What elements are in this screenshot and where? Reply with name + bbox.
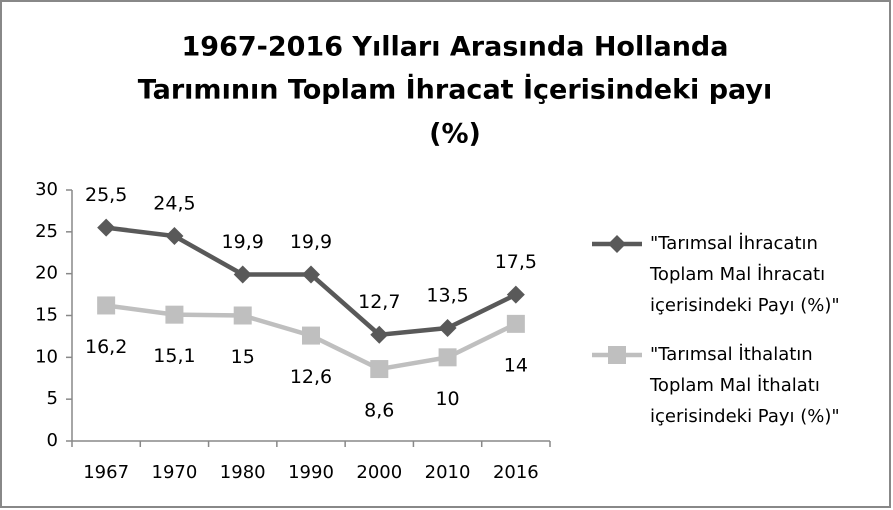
- y-tick-label: 20: [35, 263, 58, 284]
- y-tick-label: 0: [47, 430, 58, 451]
- data-label: 19,9: [222, 231, 264, 253]
- y-tick-label: 15: [35, 305, 58, 326]
- data-point: [506, 285, 525, 304]
- data-label: 16,2: [85, 336, 127, 358]
- legend-marker: [608, 346, 626, 364]
- data-label: 19,9: [290, 231, 332, 253]
- data-point: [370, 360, 389, 379]
- y-tick-label: 5: [47, 388, 58, 409]
- data-point: [233, 265, 252, 284]
- chart-title: 1967-2016 Yılları Arasında Hollanda: [182, 32, 729, 63]
- data-label: 24,5: [153, 193, 195, 215]
- y-tick-label: 30: [35, 179, 58, 200]
- data-label: 8,6: [364, 400, 394, 422]
- data-point: [97, 296, 116, 315]
- data-label: 15: [231, 346, 255, 368]
- data-label: 12,6: [290, 366, 332, 388]
- x-tick-label: 2016: [493, 462, 539, 483]
- data-label: 13,5: [426, 285, 468, 307]
- data-point: [438, 348, 457, 367]
- legend-marker: [608, 235, 626, 253]
- x-tick-label: 1990: [288, 462, 334, 483]
- chart-title: (%): [429, 119, 481, 150]
- chart-title: Tarımının Toplam İhracat İçerisindeki pa…: [138, 74, 773, 106]
- legend-label: "Tarımsal İthalatın Toplam Mal İthalatı …: [649, 344, 840, 427]
- data-point: [438, 319, 457, 338]
- y-tick-label: 25: [35, 221, 58, 242]
- data-point: [165, 227, 184, 246]
- data-label: 12,7: [358, 291, 400, 313]
- legend-label: "Tarımsal İhracatın Toplam Mal İhracatı …: [649, 233, 840, 316]
- x-tick-label: 1967: [83, 462, 129, 483]
- data-label: 17,5: [495, 251, 537, 273]
- data-point: [97, 218, 116, 237]
- data-label: 10: [435, 388, 459, 410]
- x-tick-label: 2000: [356, 462, 402, 483]
- data-label: 15,1: [153, 345, 195, 367]
- data-label: 25,5: [85, 184, 127, 206]
- data-point: [370, 325, 389, 344]
- x-tick-label: 1970: [152, 462, 198, 483]
- x-tick-label: 1980: [220, 462, 266, 483]
- data-point: [506, 314, 525, 333]
- x-tick-label: 2010: [425, 462, 471, 483]
- data-point: [302, 326, 320, 345]
- data-point: [165, 305, 184, 324]
- data-point: [302, 265, 320, 284]
- data-label: 14: [504, 354, 528, 376]
- data-point: [233, 306, 252, 325]
- y-tick-label: 10: [35, 346, 58, 367]
